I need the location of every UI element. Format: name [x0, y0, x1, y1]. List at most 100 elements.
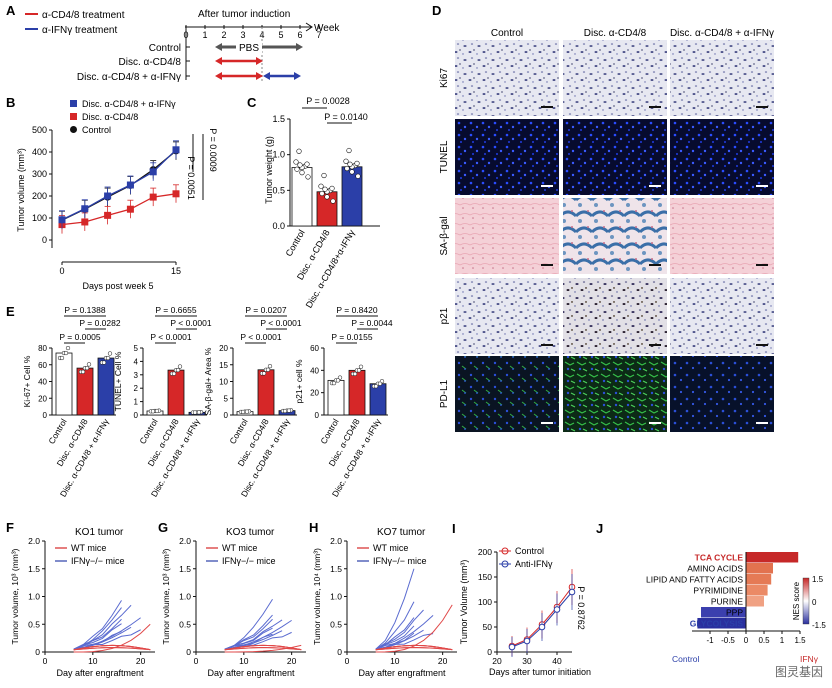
legend-b-1: Disc. α-CD4/8 — [82, 112, 138, 122]
e-ytick-label: 0 — [134, 411, 139, 420]
e-dot — [358, 364, 364, 369]
c-dot — [293, 159, 299, 165]
e-dot — [63, 350, 69, 356]
c-ylabel: Tumor weight (g) — [264, 136, 274, 204]
e-dot — [335, 378, 341, 383]
fgh-wt-curve — [375, 644, 453, 651]
i-legend-control: Control — [515, 546, 544, 556]
d-column-label: Disc. α-CD4/8 — [584, 28, 647, 39]
j-category-label: PPP — [726, 608, 743, 618]
fgh-xlabel: Day after engraftment — [56, 668, 144, 678]
i-ytick-label: 50 — [483, 622, 493, 632]
j-xtick-label: 0.5 — [758, 636, 770, 645]
fgh-ko-curve — [73, 631, 122, 650]
e-dot — [240, 409, 246, 415]
e-bar — [97, 357, 115, 416]
d-micrograph — [455, 119, 559, 195]
e-dot — [177, 364, 183, 369]
b-ytick-label: 400 — [32, 147, 47, 157]
b-ytick-label: 200 — [32, 191, 47, 201]
fgh-wt-curve — [73, 647, 151, 651]
b-point — [172, 190, 180, 198]
e-p1: P = 0.0044 — [351, 318, 392, 328]
fgh-ko-curve — [73, 629, 141, 650]
d-micrograph — [670, 198, 774, 274]
fgh-ytick-label: 1.5 — [28, 564, 40, 574]
e-dot — [373, 384, 379, 389]
legend-b-blue-marker — [70, 100, 77, 107]
j-category-label: PYRIMIDINE — [693, 586, 743, 596]
i-ytick-label: 100 — [478, 597, 492, 607]
j-category-label: TCA CYCLE — [695, 553, 744, 563]
timeline-arrow-icon — [305, 22, 313, 32]
panel-b-letter: B — [6, 95, 15, 110]
c-dot — [344, 165, 350, 172]
panel-j-letter: J — [596, 521, 603, 536]
i-xtick-label: 20 — [492, 656, 502, 666]
fgh-ko-curve — [375, 632, 415, 650]
j-colorbar-tick: 0 — [812, 598, 817, 607]
fgh-wt-curve — [73, 644, 151, 651]
c-ytick-label: 0.5 — [272, 185, 285, 195]
e-ylabel: SA-β-gal+ Area % — [203, 347, 213, 415]
e-p1: P < 0.0001 — [170, 318, 211, 328]
fgh-ko-curve — [224, 631, 292, 650]
j-bar — [746, 563, 773, 574]
e-category-label: Control — [318, 417, 340, 446]
fgh-ytick-label: 1.0 — [28, 592, 40, 602]
e-ytick-label: 20 — [310, 389, 319, 398]
b-xtick-label: 15 — [171, 266, 181, 276]
i-ytick-label: 150 — [478, 572, 492, 582]
i-point — [553, 606, 561, 613]
fgh-legend-wt: WT mice — [373, 543, 408, 553]
e-dot — [105, 355, 111, 361]
c-ytick-label: 1.0 — [272, 150, 285, 160]
e-dot — [84, 365, 90, 371]
e-category-label: Control — [46, 417, 68, 446]
c-dot — [305, 174, 311, 180]
d-column-label: Disc. α-CD4/8 + α-IFNγ — [670, 28, 774, 39]
legend-ifng: α-IFNγ treatment — [42, 25, 117, 36]
fgh-legend-wt: WT mice — [222, 543, 257, 553]
e-dot — [80, 369, 86, 375]
fgh-wt-curve — [375, 647, 453, 651]
e-ytick-label: 20 — [38, 394, 47, 403]
j-xtick-label: 0 — [744, 636, 749, 645]
e-p0: P = 0.8420 — [336, 305, 377, 315]
e-ytick-label: 10 — [219, 378, 228, 387]
e-dot — [192, 410, 198, 415]
e-bar — [369, 383, 387, 416]
fgh-xtick-label: 10 — [390, 656, 400, 666]
d-micrograph — [455, 278, 559, 354]
fgh-legend-wt: WT mice — [71, 543, 106, 553]
b-ytick-label: 500 — [32, 125, 47, 135]
e-dot — [65, 345, 71, 351]
fgh-xtick-label: 10 — [88, 656, 98, 666]
fgh-wt-curve — [73, 623, 151, 653]
e-ytick-label: 3 — [134, 371, 139, 380]
e-dot — [244, 409, 250, 414]
b-p1: P = 0.0009 — [208, 128, 218, 172]
b-p2: P = 0.0051 — [186, 156, 196, 200]
panel-b: B Disc. α-CD4/8 + α-IFNγ Disc. α-CD4/8 C… — [6, 95, 218, 291]
e-bar — [327, 379, 345, 416]
timeline-tick-label: 3 — [240, 30, 245, 40]
b-xtick-label: 0 — [59, 266, 64, 276]
e-ytick-label: 60 — [38, 361, 47, 370]
i-legend-anti: Anti-IFNγ — [515, 559, 553, 569]
c-category-label: Disc. α-CD4/8+α-IFNγ — [304, 228, 357, 310]
fgh-ytick-label: 0.5 — [330, 619, 342, 629]
e-ylabel: p21+ cell % — [294, 359, 304, 404]
i-point — [568, 588, 576, 596]
d-micrograph — [563, 119, 667, 195]
timeline-tick-label: 7 — [316, 30, 321, 40]
c-dot — [330, 198, 336, 204]
fgh-ytick-label: 0.5 — [179, 619, 191, 629]
panel-i: I Control Anti-IFNγ 0 50 100 150 200 20 30 40 Tum… — [452, 521, 591, 677]
row-cd48-ifng: Disc. α-CD4/8 + α-IFNγ — [77, 72, 181, 83]
fgh-ko-curve — [375, 601, 415, 650]
b-point — [58, 216, 66, 224]
j-xtick-label: 1 — [780, 636, 785, 645]
e-dot — [356, 368, 362, 373]
